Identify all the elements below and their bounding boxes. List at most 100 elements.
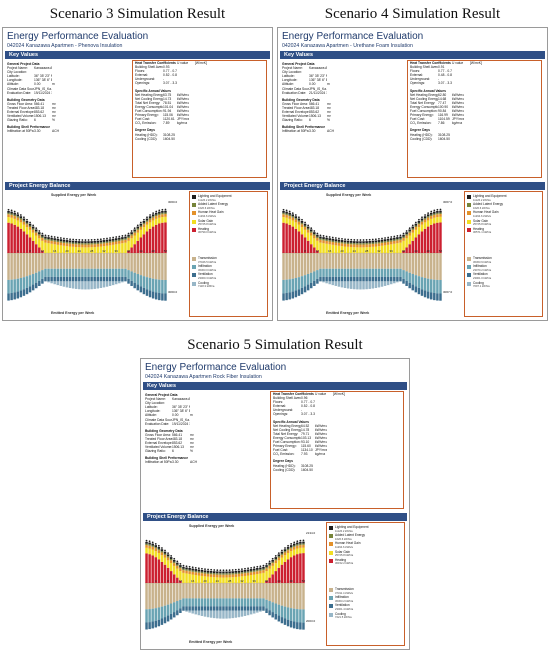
infiltration-bar xyxy=(386,268,390,277)
transmission-bar xyxy=(166,583,170,605)
transmission-bar xyxy=(256,583,259,599)
solar-gain-bar xyxy=(237,576,241,583)
lighting-bar xyxy=(389,238,393,241)
infiltration-bar xyxy=(78,268,81,277)
legend-swatch xyxy=(192,203,196,208)
legend-value: 11294.6 kWh/a xyxy=(198,214,216,218)
transmission-bar xyxy=(65,253,69,269)
row-value: 483.18 xyxy=(172,436,183,441)
legend-item: Solar Gain 25725.8 kWh/a xyxy=(467,219,541,227)
legend-text: Cooling 7097.1 kWh/a xyxy=(473,281,490,289)
latent-energy-bar xyxy=(337,241,341,243)
cooling-bar xyxy=(194,610,198,615)
human-heat-bar xyxy=(166,557,170,561)
latent-energy-bar xyxy=(262,568,265,571)
row-unit: % xyxy=(327,118,330,123)
lighting-bar xyxy=(256,568,259,570)
ventilation-bar xyxy=(353,276,356,282)
latent-energy-bar xyxy=(114,240,118,242)
lighting-bar xyxy=(319,236,322,239)
geometry-row: Gross Floor Area: 566.41 m² xyxy=(282,102,406,106)
human-heat-bar xyxy=(182,570,185,573)
lighting-bar xyxy=(303,223,307,226)
row-label: Longitude: xyxy=(282,78,298,83)
latent-energy-bar xyxy=(313,234,316,236)
weekly-total-dot xyxy=(234,568,237,571)
infiltration-bar xyxy=(90,268,93,277)
x-tick-label: 8 xyxy=(167,579,169,583)
row-value: 116.99 xyxy=(438,113,448,118)
legend-swatch xyxy=(329,526,333,530)
supplied-energy-title: Supplied Energy per Week xyxy=(51,193,97,197)
annual-row: Primary Energy: 115.60 kWh/m²a xyxy=(273,444,401,448)
infiltration-bar xyxy=(182,598,185,607)
human-heat-bar xyxy=(62,242,66,246)
infiltration-bar xyxy=(31,273,35,285)
latent-energy-bar xyxy=(212,573,216,575)
latent-energy-bar xyxy=(209,572,213,575)
infiltration-bar xyxy=(160,606,164,619)
weekly-total-dot xyxy=(38,230,41,232)
heating-bar xyxy=(148,228,152,253)
infiltration-bar xyxy=(303,275,307,287)
ventilation-bar xyxy=(216,606,219,611)
heating-bar xyxy=(158,223,161,253)
solar-gain-bar xyxy=(13,218,16,225)
infiltration-bar xyxy=(359,268,362,277)
solar-gain-bar xyxy=(417,227,421,235)
row-value: 0.00 xyxy=(309,82,316,87)
geometry-row: Ventilated Volume: 1506.13 m³ xyxy=(282,114,406,118)
weekly-total-dot xyxy=(310,227,313,230)
weekly-total-dot xyxy=(296,540,299,543)
heating-bar xyxy=(127,250,130,253)
row-unit: kWh/m²a xyxy=(315,427,327,432)
project-line: 042024 Kanazawa Apartmen - Urethane Foam… xyxy=(282,43,413,49)
lighting-bar xyxy=(228,571,231,574)
weekly-total-dot xyxy=(408,227,411,230)
weekly-total-dot xyxy=(90,239,93,241)
lighting-bar xyxy=(25,221,29,223)
infiltration-bar xyxy=(294,278,298,291)
cooling-bar xyxy=(87,281,90,290)
solar-gain-bar xyxy=(130,238,133,248)
lighting-bar xyxy=(62,239,66,242)
infiltration-bar xyxy=(274,603,278,614)
solar-gain-bar xyxy=(309,235,313,245)
row-label: Heating (HDD): xyxy=(410,132,433,137)
cooling-bar xyxy=(234,610,238,618)
ventilation-bar xyxy=(56,276,60,282)
human-heat-bar xyxy=(44,239,47,243)
row-label: Energy Consumption: xyxy=(135,104,163,109)
solar-gain-bar xyxy=(316,240,319,251)
infiltration-bar xyxy=(41,270,44,279)
legend-frame xyxy=(189,191,268,317)
ventilation-bar xyxy=(303,286,307,293)
human-heat-bar xyxy=(231,574,234,578)
s4-panel: Energy Performance Evaluation 042024 Kan… xyxy=(277,27,548,321)
annual-row: Total Net Energy: 77.47 kWh/m²a xyxy=(410,101,539,105)
ventilation-bar xyxy=(285,293,288,301)
ventilation-bar xyxy=(59,276,63,282)
solar-gain-bar xyxy=(343,246,347,253)
solar-gain-bar xyxy=(194,575,198,583)
cooling-bar xyxy=(65,281,69,288)
lighting-bar xyxy=(429,212,433,215)
solar-gain-bar xyxy=(414,229,418,238)
degree-days-title: Degree Days xyxy=(410,128,430,133)
latent-energy-bar xyxy=(68,242,72,244)
x-tick-label: 24 xyxy=(78,249,82,253)
human-heat-bar xyxy=(84,244,87,248)
u-unit-head: [W/m²K] xyxy=(470,61,482,65)
row-label: Underground: xyxy=(135,77,156,82)
human-heat-bar xyxy=(362,244,365,248)
infiltration-bar xyxy=(108,268,112,277)
annual-row: Net Cooling Energy: 14.68 kWh/m²a xyxy=(410,97,539,101)
human-heat-bar xyxy=(280,554,284,558)
row-value: 100.90 xyxy=(438,104,449,109)
ventilation-bar xyxy=(164,293,167,301)
legend-frame xyxy=(326,522,405,646)
row-value: 36° 35' 23" N xyxy=(172,405,190,410)
row-unit: kWh/m²a xyxy=(315,440,327,445)
geometry-row: External Envelope Area: 853.62 m² xyxy=(282,110,406,114)
transmission-bar xyxy=(96,253,100,269)
